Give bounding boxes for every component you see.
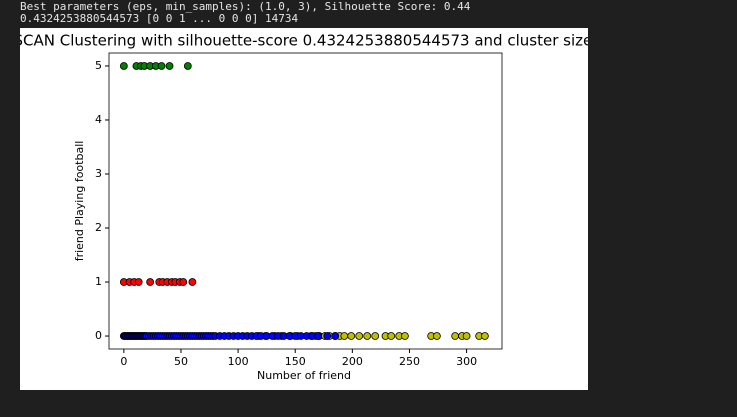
x-tick-label: 100 — [228, 355, 249, 368]
point — [314, 332, 322, 340]
point — [188, 278, 197, 286]
y-tick-label: 4 — [95, 113, 102, 126]
y-tick-label: 3 — [95, 167, 102, 180]
point — [134, 278, 143, 286]
y-tick-label: 2 — [95, 221, 102, 234]
output-line: Best parameters (eps, min_samples): (1.0… — [20, 0, 471, 13]
point — [355, 332, 364, 340]
x-tick-label: 150 — [285, 355, 306, 368]
x-tick-label: 250 — [399, 355, 420, 368]
x-tick-label: 200 — [342, 355, 363, 368]
point — [331, 332, 340, 340]
x-tick-label: 50 — [174, 355, 188, 368]
point — [340, 332, 349, 340]
y-tick-label: 0 — [95, 329, 102, 342]
chart-title: DBSCAN Clustering with silhouette-score … — [20, 32, 588, 50]
point — [157, 62, 166, 70]
y-tick-label: 1 — [95, 275, 102, 288]
point — [371, 332, 380, 340]
plot-frame — [108, 52, 503, 350]
point — [432, 332, 441, 340]
x-tick-label: 0 — [120, 355, 127, 368]
y-axis-label: friend Playing football — [73, 141, 86, 262]
point — [363, 332, 372, 340]
x-tick-label: 300 — [456, 355, 477, 368]
point — [480, 332, 489, 340]
point — [323, 332, 332, 340]
point — [179, 278, 188, 286]
point — [400, 332, 409, 340]
point — [462, 332, 471, 340]
point — [347, 332, 356, 340]
point — [451, 332, 460, 340]
point — [183, 62, 192, 70]
point — [165, 62, 174, 70]
point — [387, 332, 396, 340]
x-axis-label: Number of friend — [257, 369, 351, 382]
output-line: 0.4324253880544573 [0 0 1 ... 0 0 0] 147… — [20, 12, 299, 25]
point — [119, 62, 128, 70]
y-tick-label: 5 — [95, 59, 102, 72]
chart: DBSCAN Clustering with silhouette-score … — [20, 28, 588, 390]
point — [146, 278, 155, 286]
